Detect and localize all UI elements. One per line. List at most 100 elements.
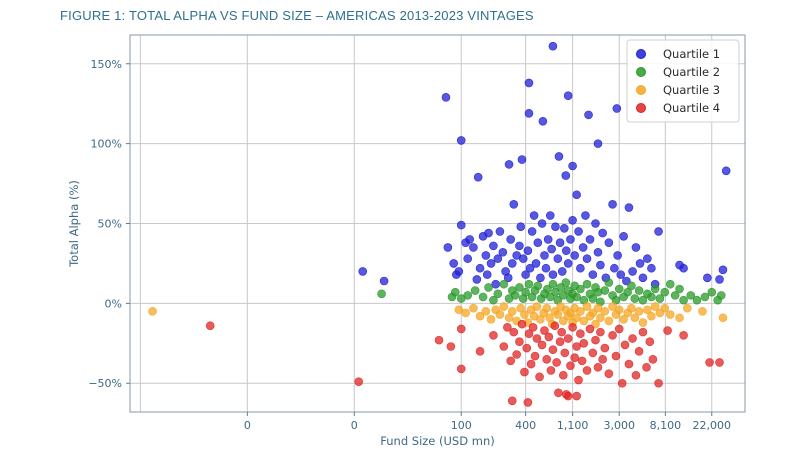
data-point-quartile-1 — [721, 166, 731, 176]
data-point-quartile-1 — [540, 251, 549, 260]
data-point-quartile-1 — [557, 267, 567, 276]
data-point-quartile-1 — [715, 275, 724, 284]
data-point-quartile-1 — [509, 200, 519, 209]
data-point-quartile-1 — [568, 161, 577, 171]
data-point-quartile-2 — [614, 284, 624, 294]
data-point-quartile-1 — [568, 216, 577, 225]
data-point-quartile-3 — [148, 307, 157, 316]
data-point-quartile-4 — [517, 319, 527, 329]
data-point-quartile-4 — [354, 377, 364, 386]
data-point-quartile-2 — [707, 287, 717, 297]
data-point-quartile-2 — [548, 279, 558, 289]
data-point-quartile-2 — [634, 286, 644, 295]
data-point-quartile-1 — [495, 227, 505, 236]
data-point-quartile-4 — [555, 337, 565, 347]
data-point-quartile-1 — [608, 200, 617, 209]
data-point-quartile-1 — [507, 259, 517, 268]
data-point-quartile-3 — [507, 307, 517, 316]
data-point-quartile-1 — [469, 243, 478, 252]
data-point-quartile-1 — [628, 267, 637, 276]
data-point-quartile-4 — [648, 354, 658, 364]
data-point-quartile-1 — [563, 91, 573, 101]
data-point-quartile-3 — [542, 303, 552, 313]
data-point-quartile-1 — [518, 254, 528, 263]
data-point-quartile-4 — [558, 370, 568, 380]
data-point-quartile-1 — [560, 223, 569, 233]
x-tick-label: 0 — [244, 419, 251, 432]
data-point-quartile-3 — [576, 307, 585, 316]
data-point-quartile-1 — [547, 244, 556, 254]
data-point-quartile-1 — [449, 259, 458, 268]
data-point-quartile-4 — [593, 362, 603, 372]
data-point-quartile-4 — [546, 366, 556, 375]
data-point-quartile-1 — [456, 220, 466, 230]
legend-marker — [636, 49, 646, 59]
data-point-quartile-4 — [631, 370, 641, 380]
data-point-quartile-1 — [493, 254, 503, 263]
data-point-quartile-1 — [554, 152, 564, 161]
data-point-quartile-1 — [551, 222, 560, 231]
data-point-quartile-2 — [627, 281, 636, 291]
legend-label: Quartile 3 — [663, 83, 720, 97]
data-point-quartile-1 — [472, 275, 482, 284]
data-point-quartile-1 — [527, 227, 537, 236]
data-point-quartile-3 — [553, 310, 563, 319]
data-point-quartile-4 — [526, 359, 536, 369]
data-point-quartile-4 — [542, 354, 552, 364]
data-point-quartile-4 — [574, 375, 583, 385]
data-point-quartile-1 — [572, 190, 581, 200]
data-point-quartile-4 — [563, 334, 573, 343]
data-point-quartile-4 — [568, 323, 577, 332]
data-point-quartile-1 — [463, 254, 473, 263]
data-point-quartile-2 — [582, 279, 592, 289]
legend-marker — [636, 85, 646, 95]
data-point-quartile-4 — [570, 353, 579, 362]
y-tick-label: 150% — [91, 58, 122, 71]
data-point-quartile-2 — [377, 289, 386, 299]
data-point-quartile-1 — [570, 251, 579, 260]
data-point-quartile-1 — [515, 241, 524, 251]
data-point-quartile-2 — [533, 281, 543, 291]
data-point-quartile-4 — [577, 356, 587, 366]
data-point-quartile-1 — [537, 219, 547, 228]
x-tick-label: 0 — [351, 419, 358, 432]
data-point-quartile-1 — [610, 263, 619, 273]
data-point-quartile-1 — [481, 251, 491, 260]
data-point-quartile-2 — [493, 289, 503, 299]
data-point-quartile-4 — [642, 362, 651, 372]
data-point-quartile-1 — [441, 93, 451, 102]
data-point-quartile-4 — [624, 359, 634, 369]
data-point-quartile-4 — [524, 329, 534, 339]
data-point-quartile-4 — [499, 342, 509, 351]
data-point-quartile-1 — [531, 259, 541, 268]
data-point-quartile-1 — [553, 254, 563, 263]
data-point-quartile-3 — [572, 313, 581, 323]
data-point-quartile-1 — [588, 270, 598, 279]
data-point-quartile-3 — [520, 310, 529, 319]
data-point-quartile-4 — [512, 350, 521, 359]
data-point-quartile-1 — [543, 235, 553, 244]
data-point-quartile-4 — [552, 358, 561, 367]
data-point-quartile-3 — [499, 302, 509, 311]
data-point-quartile-4 — [544, 332, 554, 342]
data-point-quartile-3 — [627, 303, 636, 313]
data-point-quartile-3 — [650, 302, 660, 311]
data-point-quartile-3 — [591, 319, 600, 329]
data-point-quartile-4 — [596, 327, 605, 337]
data-point-quartile-4 — [598, 354, 607, 364]
data-point-quartile-4 — [634, 346, 644, 356]
data-point-quartile-3 — [495, 310, 505, 319]
data-point-quartile-1 — [561, 246, 571, 255]
data-point-quartile-1 — [576, 263, 585, 273]
data-point-quartile-1 — [548, 270, 558, 279]
data-point-quartile-4 — [585, 324, 595, 334]
data-point-quartile-4 — [550, 321, 560, 331]
data-point-quartile-3 — [481, 307, 491, 316]
data-point-quartile-1 — [616, 270, 626, 279]
data-point-quartile-3 — [582, 302, 592, 311]
x-axis-label: Fund Size (USD mn) — [380, 434, 494, 448]
x-tick-label: 1,100 — [557, 419, 589, 432]
legend-marker — [636, 67, 646, 77]
data-point-quartile-1 — [638, 273, 648, 283]
data-point-quartile-2 — [510, 291, 520, 300]
